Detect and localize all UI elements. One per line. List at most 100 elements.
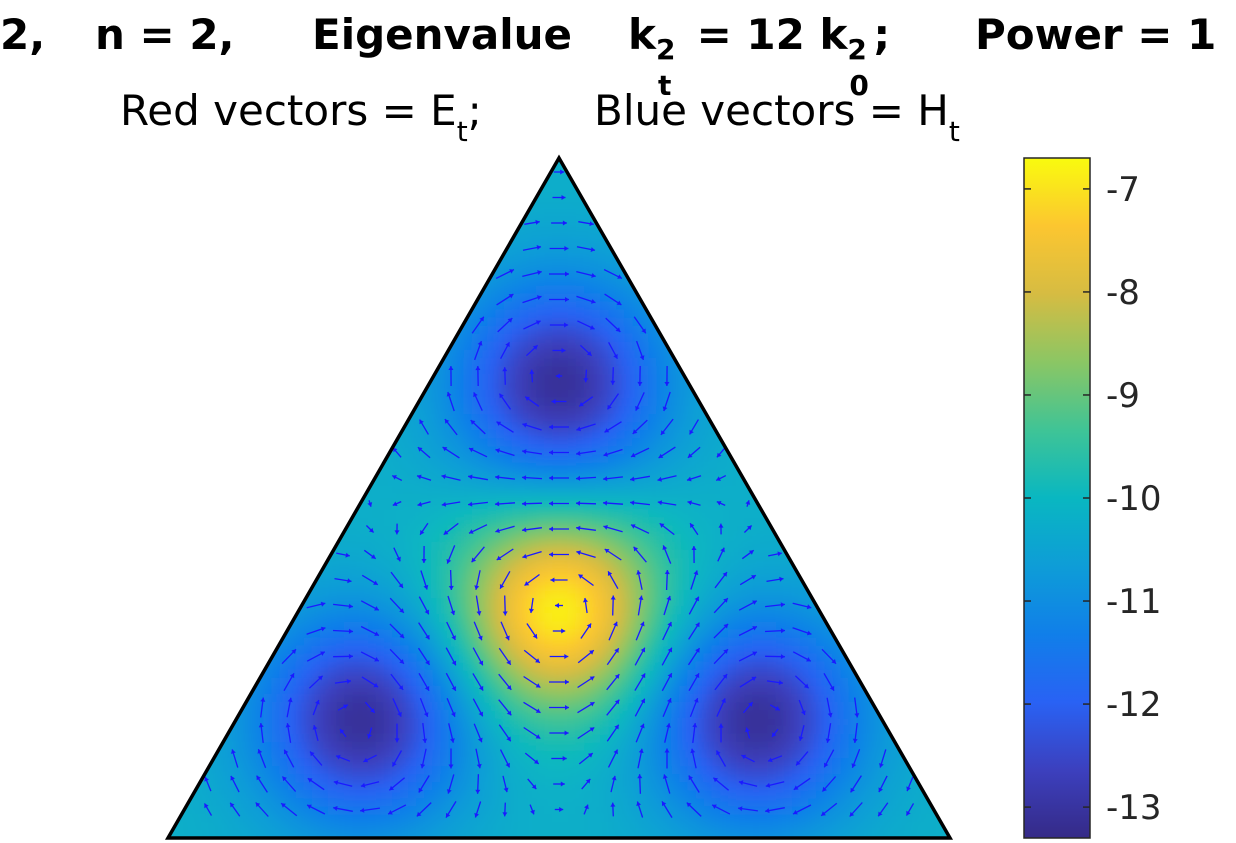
field-cell: [696, 342, 705, 351]
field-cell: [288, 222, 297, 231]
field-cell: [480, 510, 489, 519]
field-cell: [776, 438, 785, 447]
field-cell: [928, 158, 937, 167]
field-cell: [944, 494, 950, 503]
field-cell: [208, 518, 217, 527]
field-cell: [384, 310, 393, 319]
field-cell: [424, 190, 433, 199]
field-cell: [896, 206, 905, 215]
field-cell: [816, 510, 825, 519]
field-cell: [200, 310, 209, 319]
field-cell: [312, 286, 321, 295]
field-cell: [752, 198, 761, 207]
field-cell: [192, 190, 201, 199]
field-cell: [824, 494, 833, 503]
field-cell: [760, 254, 769, 263]
field-cell: [848, 166, 857, 175]
field-cell: [472, 158, 481, 167]
field-cell: [928, 198, 937, 207]
field-cell: [728, 166, 737, 175]
field-cell: [408, 286, 417, 295]
field-cell: [784, 302, 793, 311]
field-cell: [344, 462, 353, 471]
field-cell: [472, 542, 481, 551]
field-cell: [912, 262, 921, 271]
field-cell: [752, 270, 761, 279]
field-cell: [664, 270, 673, 279]
field-cell: [760, 158, 769, 159]
field-cell: [800, 446, 809, 455]
field-cell: [688, 158, 697, 167]
field-cell: [800, 366, 809, 375]
field-cell: [776, 158, 785, 167]
field-cell: [632, 294, 641, 303]
field-cell: [488, 414, 497, 423]
field-cell: [872, 454, 881, 463]
field-cell: [584, 366, 593, 375]
field-cell: [392, 270, 401, 279]
field-cell: [488, 382, 497, 391]
field-cell: [344, 358, 353, 367]
field-cell: [592, 454, 601, 463]
field-cell: [768, 430, 777, 439]
field-cell: [232, 222, 241, 231]
field-cell: [408, 494, 417, 503]
field-cell: [224, 454, 233, 463]
field-cell: [576, 246, 585, 255]
field-cell: [368, 302, 377, 311]
field-cell: [400, 478, 409, 487]
field-cell: [816, 246, 825, 255]
field-cell: [400, 502, 409, 511]
field-cell: [200, 174, 209, 183]
field-cell: [440, 302, 449, 311]
field-cell: [480, 334, 489, 343]
field-cell: [376, 198, 385, 207]
field-cell: [168, 318, 169, 327]
field-cell: [736, 526, 745, 535]
field-cell: [816, 542, 825, 551]
field-cell: [376, 518, 385, 527]
field-cell: [768, 406, 777, 415]
field-cell: [264, 246, 273, 255]
field-cell: [264, 462, 273, 471]
field-cell: [632, 214, 641, 223]
field-cell: [424, 206, 433, 215]
field-cell: [496, 166, 505, 175]
field-cell: [528, 510, 537, 519]
field-cell: [552, 390, 561, 399]
field-cell: [480, 422, 489, 431]
field-cell: [208, 470, 217, 479]
field-cell: [784, 222, 793, 231]
field-cell: [352, 526, 361, 535]
field-cell: [624, 286, 633, 295]
field-cell: [848, 446, 857, 455]
field-cell: [544, 358, 553, 367]
field-cell: [680, 174, 689, 183]
field-cell: [488, 526, 497, 535]
field-cell: [920, 326, 929, 335]
field-cell: [280, 414, 289, 423]
field-cell: [488, 198, 497, 207]
field-cell: [600, 294, 609, 303]
field-cell: [944, 358, 950, 367]
field-cell: [808, 318, 817, 327]
field-cell: [432, 518, 441, 527]
field-cell: [944, 438, 950, 447]
field-cell: [912, 230, 921, 239]
field-cell: [408, 190, 417, 199]
field-cell: [832, 494, 841, 503]
field-cell: [440, 422, 449, 431]
field-cell: [632, 350, 641, 359]
field-cell: [584, 462, 593, 471]
field-cell: [224, 446, 233, 455]
field-cell: [920, 414, 929, 423]
field-cell: [768, 366, 777, 375]
field-cell: [920, 198, 929, 207]
field-cell: [936, 206, 945, 215]
field-cell: [288, 486, 297, 495]
field-cell: [872, 222, 881, 231]
field-cell: [336, 286, 345, 295]
field-cell: [944, 246, 950, 255]
field-cell: [560, 494, 569, 503]
field-cell: [432, 278, 441, 287]
